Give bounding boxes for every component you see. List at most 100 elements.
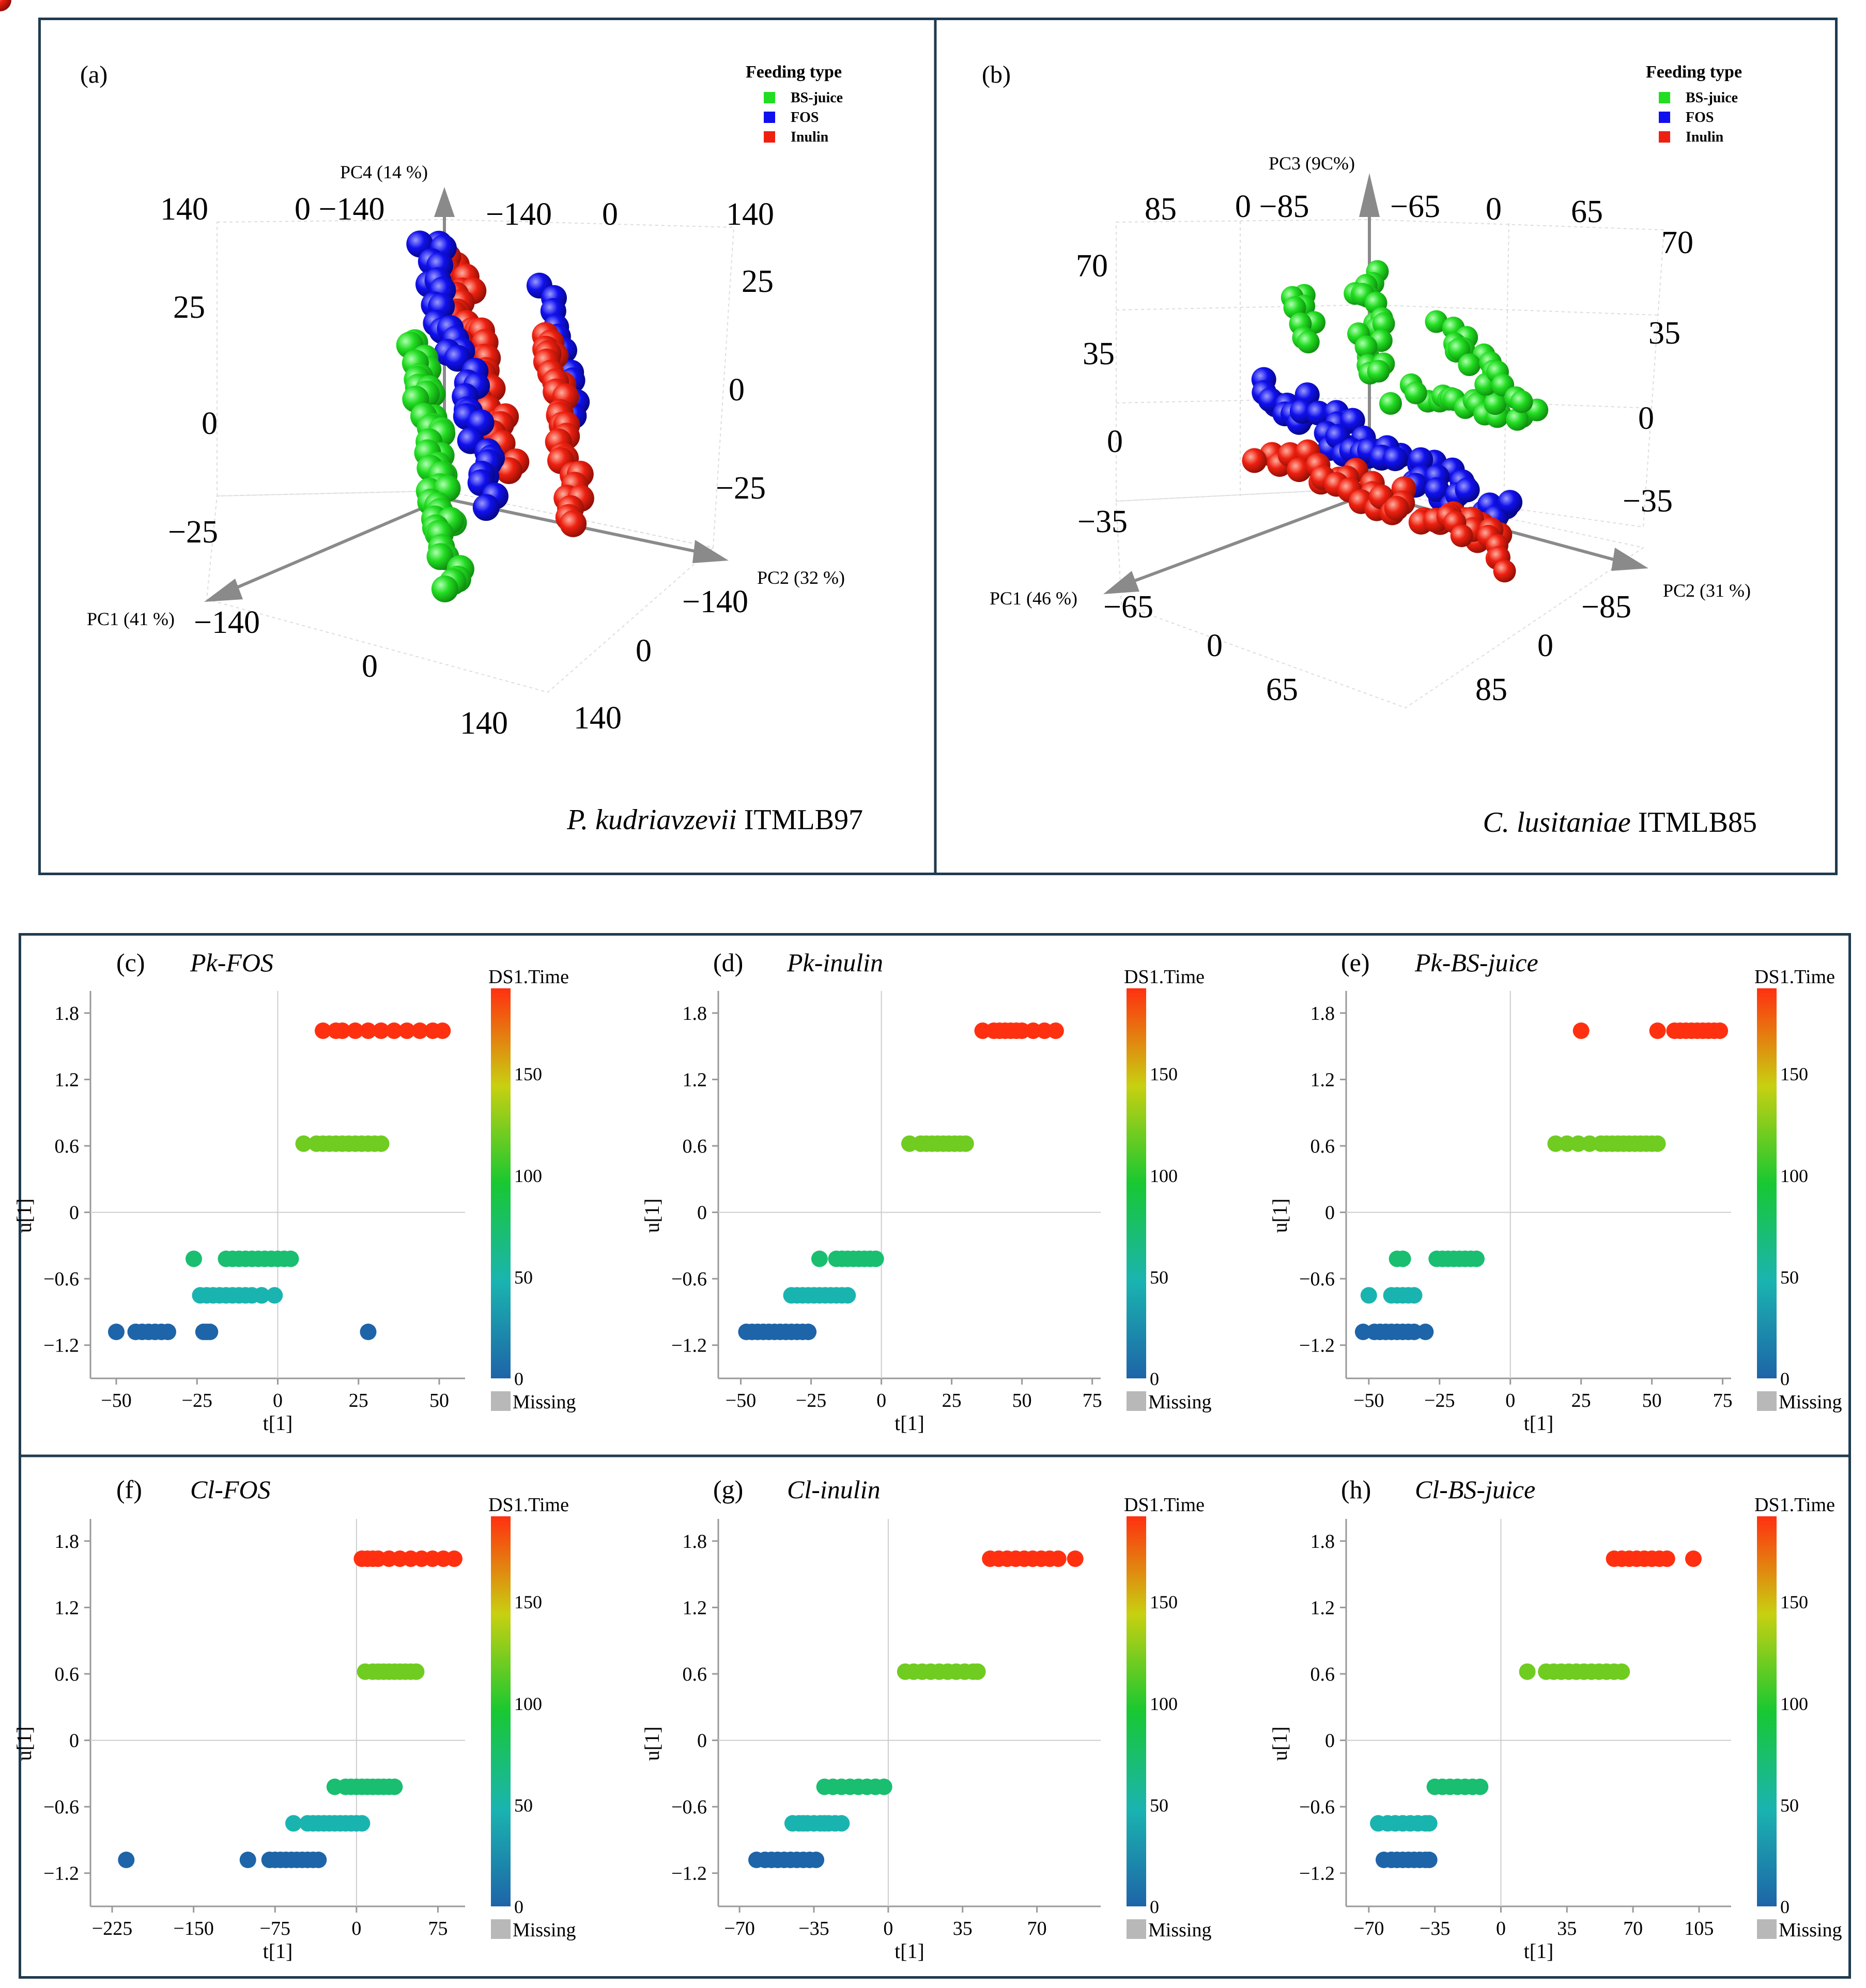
panel-b-3d-pca: (b) PC3 (9C%) PC1 (46 %) PC2 (31 %) 70 3… xyxy=(0,0,1757,838)
panel-c-point xyxy=(253,1287,270,1304)
panel-d-score-plot: (d) Pk-inulin −1.2 −0.6 0 0.6 1.2 1.8 −50 −25 0 25 5… xyxy=(640,948,1211,1435)
panel-g-ytick-label: 1.8 xyxy=(683,1531,707,1552)
panel-h-score-plot: (h) Cl-BS-juice −1.2 −0.6 0 0.6 1.2 1.8 −70 −35 0 3… xyxy=(1268,1475,1842,1963)
panel-b-bsjuice-point xyxy=(1367,360,1390,383)
panel-f-ytick-label: −0.6 xyxy=(43,1796,79,1818)
panel-a-arrow-x xyxy=(204,579,243,602)
panel-b-tick-zr-1: 35 xyxy=(1648,316,1680,351)
panel-f-ytick-label: 0 xyxy=(69,1730,79,1752)
panel-f-point xyxy=(285,1815,302,1832)
panel-b-bsjuice-point xyxy=(1506,408,1529,431)
panel-e-point xyxy=(1649,1135,1666,1152)
panel-d-xtick-label: 50 xyxy=(1012,1390,1032,1411)
panel-d-point xyxy=(811,1250,828,1267)
panel-c-missing-label: Missing xyxy=(513,1391,576,1413)
panel-e-point xyxy=(1406,1287,1423,1304)
panel-h-colorbar-tick: 0 xyxy=(1780,1897,1790,1917)
panel-a-legend-swatch-fos xyxy=(764,112,775,123)
panel-b-arrow-z xyxy=(1359,173,1380,217)
panel-e-point xyxy=(1360,1287,1377,1304)
panel-b-ticks: 70 35 0 −35 85 0 −85 −65 0 65 70 35 0 −3… xyxy=(1076,189,1693,707)
panel-a-points xyxy=(396,230,594,602)
panel-f-colorbar-tick: 100 xyxy=(514,1694,542,1714)
panel-e-colorbar-title: DS1.Time xyxy=(1754,966,1835,988)
panel-f-ytick-label: −1.2 xyxy=(43,1863,79,1885)
panel-b-fos-point xyxy=(1382,446,1408,471)
panel-b-tick-back-0: 85 xyxy=(1145,192,1177,227)
panel-a-tick-zr-3: −25 xyxy=(716,471,766,506)
panel-d-point xyxy=(957,1135,974,1152)
panel-a-3d-pca: (a) PC4 (14 %) PC1 (41 %) PC2 (32 %) 140… xyxy=(80,61,863,836)
panel-b-legend-inulin: Inulin xyxy=(1686,129,1724,145)
panel-g-point xyxy=(1067,1550,1084,1567)
panel-b-inulin-point xyxy=(1450,524,1473,548)
panel-h-xtick-label: −35 xyxy=(1420,1918,1450,1939)
panel-a-tick-zl-3: −25 xyxy=(168,515,218,550)
panel-a-label: (a) xyxy=(80,61,107,88)
panel-e-missing-label: Missing xyxy=(1779,1391,1842,1413)
frame-top xyxy=(38,18,1838,875)
panel-b-legend-fos: FOS xyxy=(1686,110,1714,126)
panel-f-missing-swatch xyxy=(491,1919,511,1939)
panel-c-xtick-label: −50 xyxy=(101,1390,131,1411)
panel-b-tick-back-1: 0 −85 xyxy=(1235,189,1309,224)
panel-e-score-plot: (e) Pk-BS-juice −1.2 −0.6 0 0.6 1.2 1.8 −50 −25 0 2… xyxy=(1268,948,1842,1435)
panel-b-fos-point xyxy=(1306,400,1331,426)
panel-c-point xyxy=(373,1022,390,1039)
panel-g-point xyxy=(875,1778,892,1795)
panel-c-point xyxy=(360,1324,377,1340)
panel-d-label: (d) xyxy=(713,948,743,977)
panel-e-ytick-label: −0.6 xyxy=(1299,1268,1335,1290)
panel-b-tick-back-4: 65 xyxy=(1571,194,1603,229)
panel-d-xtick-label: −25 xyxy=(796,1390,826,1411)
panel-b-legend-swatch-fos xyxy=(1659,112,1670,123)
panel-h-ytick-label: 0.6 xyxy=(1310,1664,1335,1685)
panel-h-xtick-label: 35 xyxy=(1557,1918,1577,1939)
panel-f-point xyxy=(446,1550,462,1567)
panel-b-arrow-y xyxy=(1611,548,1648,571)
panel-b-bsjuice-point xyxy=(1379,392,1402,415)
panel-b-tick-zl-0: 70 xyxy=(1076,248,1108,284)
panel-b-bsjuice-point xyxy=(1297,331,1320,354)
panel-e-xtick-label: 75 xyxy=(1713,1390,1733,1411)
panel-e-xlabel: t[1] xyxy=(1524,1411,1554,1435)
panel-g-score-plot: (g) Cl-inulin −1.2 −0.6 0 0.6 1.2 1.8 −70 −35 0 35 7… xyxy=(640,1475,1211,1963)
panel-h-ytick-label: 1.8 xyxy=(1310,1531,1335,1552)
panel-e-point xyxy=(1417,1324,1434,1340)
panel-h-point xyxy=(1472,1778,1489,1795)
panel-b-fos-point xyxy=(1498,490,1523,515)
panel-h-label: (h) xyxy=(1341,1475,1371,1504)
panel-d-ytick-label: 0 xyxy=(697,1202,707,1224)
panel-b-fos-point xyxy=(1424,477,1449,502)
panel-b-species: C. lusitaniae xyxy=(1483,806,1631,838)
panel-b-legend-swatch-inulin xyxy=(1659,131,1670,143)
panel-d-xtick-label: −50 xyxy=(726,1390,756,1411)
panel-c-title: Pk-FOS xyxy=(190,948,273,977)
panel-e-point xyxy=(1581,1135,1598,1152)
panel-e-colorbar-tick: 150 xyxy=(1780,1064,1808,1084)
panel-g-colorbar xyxy=(1127,1516,1146,1906)
panel-f-point xyxy=(386,1778,403,1795)
panel-e-title: Pk-BS-juice xyxy=(1414,948,1538,977)
panel-c-point xyxy=(186,1250,202,1267)
panel-d-colorbar-tick: 150 xyxy=(1150,1064,1178,1084)
panel-b-legend: Feeding type BS-juice FOS Inulin xyxy=(1646,63,1742,145)
panel-f-point xyxy=(239,1852,256,1868)
panel-f-xtick-label: 0 xyxy=(351,1918,361,1939)
panel-d-ytick-label: 1.2 xyxy=(683,1069,707,1091)
panel-h-xtick-label: −70 xyxy=(1353,1918,1384,1939)
panel-g-xtick-label: 0 xyxy=(883,1918,893,1939)
panel-a-tick-zl-0: 140 xyxy=(160,192,208,227)
panel-a-tick-back-0: 0 −140 xyxy=(295,192,384,227)
panel-g-ytick-label: −1.2 xyxy=(671,1863,707,1885)
panel-g-xlabel: t[1] xyxy=(895,1939,924,1963)
panel-b-bsjuice-point xyxy=(1484,392,1507,415)
panel-b-tick-y-0: −85 xyxy=(1581,589,1631,625)
panel-g-point xyxy=(833,1815,850,1832)
panel-e-point xyxy=(1572,1022,1590,1039)
pls-score-plots: (c) Pk-FOS −1.2 −0.6 0 0.6 1.2 1.8 −50 −25 0 25 50 t[… xyxy=(12,948,1842,1963)
panel-g-ytick-label: 0 xyxy=(697,1730,707,1752)
panel-d-title: Pk-inulin xyxy=(787,948,883,977)
panel-e-point xyxy=(1406,1324,1423,1340)
panel-c-colorbar-tick: 100 xyxy=(514,1166,542,1186)
